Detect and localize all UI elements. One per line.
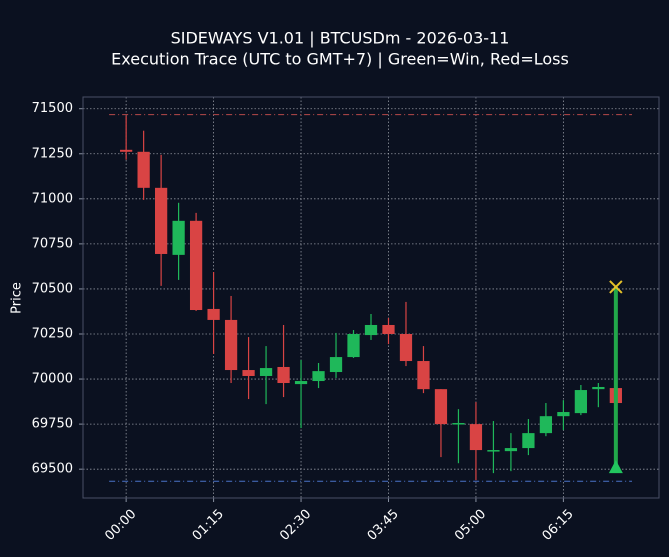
entry-marker [608, 460, 623, 474]
chart-title: SIDEWAYS V1.01 | BTCUSDm - 2026-03-11 [171, 29, 510, 48]
candle-body [259, 368, 273, 376]
candle-body [347, 333, 360, 358]
candle-body [469, 424, 483, 451]
y-tick-label: 71250 [32, 146, 73, 161]
candle-body [504, 448, 518, 452]
y-tick-label: 69500 [32, 462, 73, 477]
candle-body [417, 361, 430, 390]
candle-body [382, 324, 395, 334]
candle-body [155, 187, 168, 254]
y-axis-label: Price [10, 282, 25, 314]
y-tick-label: 71500 [32, 101, 73, 116]
candle-body [242, 370, 255, 376]
plot-frame [82, 96, 660, 499]
y-tick-label: 70500 [32, 281, 73, 296]
candle-body [434, 389, 448, 425]
candle-body [172, 220, 185, 255]
candle-body [522, 433, 535, 449]
candle-body [189, 220, 203, 311]
candle-body [312, 371, 325, 382]
candle-body [574, 390, 587, 414]
candle-body [557, 412, 570, 417]
candle-body [364, 324, 378, 336]
candle-body [120, 149, 133, 152]
candle-body [207, 308, 220, 320]
candle-body [487, 450, 500, 452]
candle-body [452, 423, 465, 425]
candle-body [137, 151, 150, 188]
y-tick-label: 71000 [32, 191, 73, 206]
y-tick-label: 70000 [32, 372, 73, 387]
candle-body [277, 366, 290, 384]
exit-marker [609, 280, 623, 294]
y-tick-label: 70750 [32, 236, 73, 251]
candle-body [224, 319, 238, 371]
candle-body [592, 386, 605, 390]
candle-body [329, 357, 343, 373]
candle-body [539, 416, 553, 434]
candle-body [294, 381, 308, 385]
chart-subtitle: Execution Trace (UTC to GMT+7) | Green=W… [111, 50, 569, 69]
y-tick-label: 70250 [32, 326, 73, 341]
y-tick-label: 69750 [32, 417, 73, 432]
candle-body [399, 333, 413, 362]
